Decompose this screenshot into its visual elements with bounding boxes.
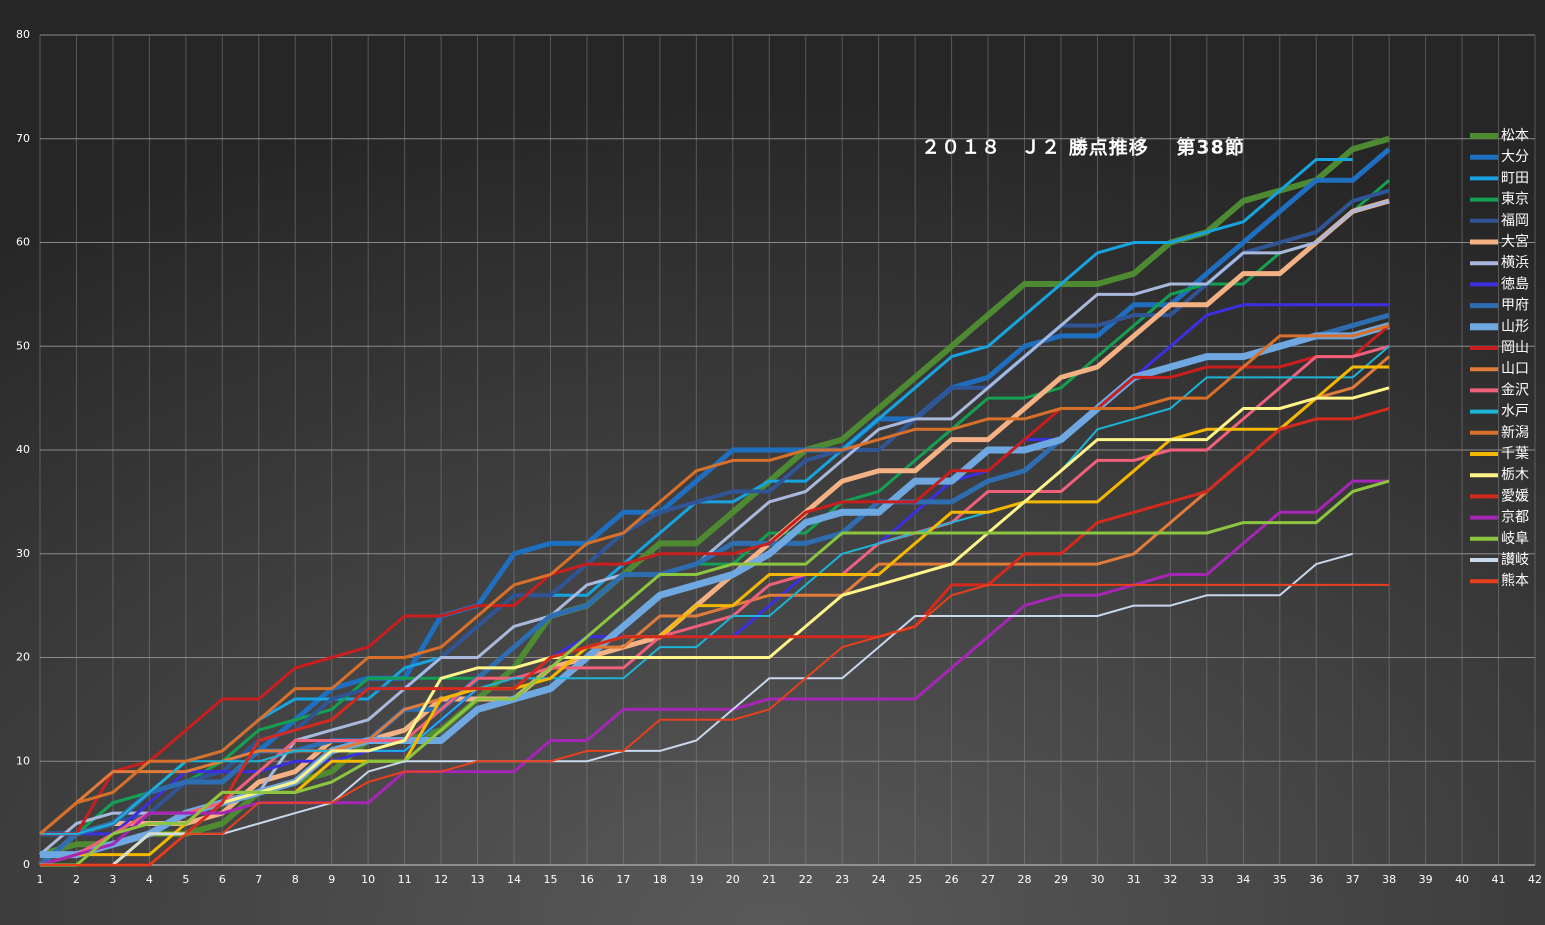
x-tick-label: 16	[580, 873, 594, 886]
x-tick-label: 39	[1419, 873, 1433, 886]
x-tick-label: 13	[471, 873, 485, 886]
legend-label: 山口	[1501, 361, 1529, 377]
x-tick-label: 32	[1163, 873, 1177, 886]
x-tick-label: 17	[616, 873, 630, 886]
legend-label: 京都	[1501, 510, 1529, 526]
x-tick-label: 28	[1018, 873, 1032, 886]
x-tick-label: 14	[507, 873, 521, 886]
x-tick-label: 27	[981, 873, 995, 886]
x-tick-label: 38	[1382, 873, 1396, 886]
series-line	[40, 324, 1391, 836]
legend-label: 東京	[1501, 192, 1529, 208]
x-tick-label: 12	[434, 873, 448, 886]
series-line	[39, 344, 1390, 867]
legend-label: 讃岐	[1501, 552, 1529, 568]
series-line	[40, 407, 1390, 867]
x-tick-label: 1	[37, 873, 44, 886]
legend-label: 徳島	[1501, 276, 1529, 292]
series-line	[40, 345, 1390, 835]
x-tick-label: 30	[1090, 873, 1104, 886]
x-tick-label: 41	[1492, 873, 1506, 886]
x-tick-label: 36	[1309, 873, 1323, 886]
legend-label: 町田	[1501, 170, 1529, 186]
y-tick-label: 30	[16, 547, 30, 560]
legend-label: 松本	[1501, 128, 1529, 144]
x-tick-label: 5	[182, 873, 189, 886]
x-tick-label: 26	[945, 873, 959, 886]
series-line	[38, 198, 1390, 867]
x-tick-label: 11	[398, 873, 412, 886]
y-tick-label: 40	[16, 443, 30, 456]
x-tick-label: 9	[328, 873, 335, 886]
y-tick-label: 20	[16, 651, 30, 664]
legend-label: 岡山	[1501, 340, 1529, 356]
legend-label: 大分	[1501, 149, 1529, 165]
x-tick-label: 19	[689, 873, 703, 886]
y-tick-label: 0	[23, 858, 30, 871]
y-tick-label: 10	[16, 754, 30, 767]
x-tick-label: 37	[1346, 873, 1360, 886]
series-line	[39, 179, 1391, 867]
x-tick-label: 34	[1236, 873, 1250, 886]
series-line	[40, 479, 1390, 867]
chart-title: ２０１８ Ｊ２ 勝点推移 第38節	[921, 136, 1245, 159]
x-tick-label: 3	[109, 873, 116, 886]
legend-label: 大宮	[1501, 234, 1529, 250]
series-line	[39, 324, 1390, 836]
legend-label: 熊本	[1501, 573, 1529, 589]
legend-label: 金沢	[1501, 382, 1529, 398]
x-tick-label: 4	[146, 873, 153, 886]
x-tick-label: 20	[726, 873, 740, 886]
series-line	[40, 552, 1353, 866]
x-tick-label: 42	[1528, 873, 1542, 886]
legend-label: 新潟	[1501, 425, 1529, 441]
x-tick-label: 7	[255, 873, 262, 886]
x-tick-label: 6	[219, 873, 226, 886]
series-line	[39, 199, 1390, 856]
legend-label: 福岡	[1501, 213, 1529, 229]
legend-label: 水戸	[1501, 404, 1529, 420]
x-tick-label: 31	[1127, 873, 1141, 886]
legend-label: 岐阜	[1501, 530, 1529, 547]
x-tick-label: 15	[543, 873, 557, 886]
x-tick-label: 35	[1273, 873, 1287, 886]
x-tick-label: 2	[73, 873, 80, 886]
y-tick-label: 60	[16, 236, 30, 249]
series-line	[40, 386, 1390, 867]
x-tick-label: 23	[835, 873, 849, 886]
series-line	[40, 583, 1390, 866]
x-tick-label: 8	[292, 873, 299, 886]
x-tick-label: 29	[1054, 873, 1068, 886]
x-tick-label: 25	[908, 873, 922, 886]
series-line	[39, 355, 1391, 836]
legend-label: 横浜	[1501, 255, 1529, 271]
x-tick-label: 21	[762, 873, 776, 886]
legend-label: 愛媛	[1501, 488, 1529, 504]
x-tick-label: 33	[1200, 873, 1214, 886]
y-tick-label: 70	[16, 132, 30, 145]
x-tick-label: 22	[799, 873, 813, 886]
y-tick-label: 80	[16, 28, 30, 41]
x-tick-label: 24	[872, 873, 886, 886]
x-tick-label: 18	[653, 873, 667, 886]
y-tick-label: 50	[16, 339, 30, 352]
x-tick-label: 10	[361, 873, 375, 886]
legend-label: 千葉	[1501, 446, 1529, 462]
legend-label: 甲府	[1501, 298, 1529, 314]
legend-label: 栃木	[1501, 467, 1529, 483]
x-tick-label: 40	[1455, 873, 1469, 886]
legend-label: 山形	[1501, 319, 1529, 335]
